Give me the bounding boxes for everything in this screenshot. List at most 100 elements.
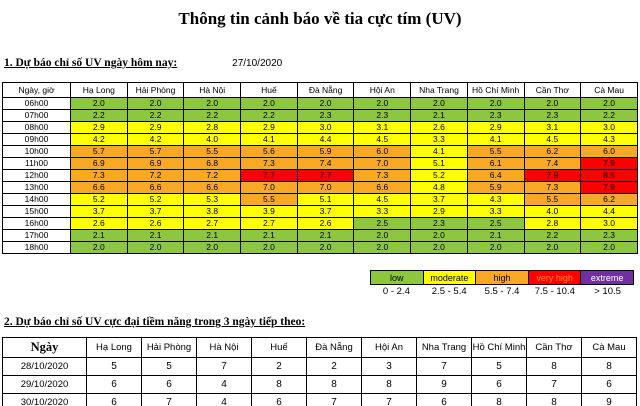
city-header: Đà Nẵng [296,82,355,98]
city-header: Đà Nẵng [306,337,362,358]
max-value-cell: 8 [526,357,582,376]
uv-value-cell: 4.3 [466,193,525,206]
section1-heading: 1. Dự báo chỉ số UV ngày hôm nay: [4,57,178,69]
uv-value-cell: 6.6 [126,181,185,194]
page-title: Thông tin cảnh báo về tia cực tím (UV) [178,9,462,28]
time-cell: 13h00 [2,181,71,194]
uv-value-cell: 2.9 [240,121,298,134]
section2-heading-line: 2. Dự báo chỉ số UV cực đại tiềm năng tr… [4,312,640,328]
uv-value-cell: 6.6 [183,181,242,194]
max-header-row: Ngày Hạ Long Hải Phòng Hà Nội Huế Đà Nẵng Hội … [2,337,637,358]
uv-value-cell: 2.0 [183,97,242,110]
uv-value-cell: 5.3 [183,193,242,206]
uv-value-cell: 2.6 [296,217,355,230]
uv-value-cell: 2.0 [70,97,128,110]
uv-value-cell: 5.2 [70,193,128,206]
uv-value-cell: 2.0 [126,97,185,110]
uv-value-cell: 5.7 [126,145,185,158]
uv-value-cell: 5.5 [466,145,525,158]
uv-row: 18h00 2.0 2.0 2.0 2.0 2.0 2.0 2.0 2.0 2.0 2.0 [2,241,638,254]
uv-value-cell: 2.2 [70,109,128,122]
uv-value-cell: 2.0 [410,241,468,254]
city-header: Huế [251,337,307,358]
time-cell: 10h00 [2,145,71,158]
uv-value-cell: 7.7 [240,169,298,182]
uv-value-cell: 3.8 [183,205,242,218]
max-value-cell: 8 [526,393,582,406]
uv-value-cell: 2.7 [240,217,298,230]
max-value-cell: 7 [526,375,582,394]
uv-value-cell: 6.9 [70,157,128,170]
time-cell: 09h00 [2,133,71,146]
time-cell: 11h00 [2,157,71,170]
uv-value-cell: 4.1 [410,145,468,158]
uv-value-cell: 2.0 [296,97,355,110]
date-cell: 28/10/2020 [2,357,87,376]
uv-value-cell: 2.0 [240,241,298,254]
uv-row: 07h00 2.2 2.2 2.2 2.2 2.3 2.3 2.1 2.3 2.3 2.2 [2,109,638,122]
city-header: Hải Phòng [126,82,185,98]
max-value-cell: 6 [251,393,307,406]
uv-value-cell: 2.3 [466,109,525,122]
uv-value-cell: 5.2 [410,169,468,182]
uv-value-cell: 4.0 [183,133,242,146]
city-header: Hồ Chí Minh [466,82,525,98]
city-header: Hạ Long [70,82,128,98]
uv-value-cell: 2.0 [466,241,525,254]
uv-value-cell: 6.6 [353,181,412,194]
uv-value-cell: 3.7 [70,205,128,218]
uv-value-cell: 2.0 [523,97,582,110]
legend-swatch: very high [528,270,582,285]
uv-value-cell: 2.0 [523,241,582,254]
date-cell: 29/10/2020 [2,375,87,394]
uv-value-cell: 3.3 [353,205,412,218]
time-cell: 15h00 [2,205,71,218]
uv-row: 16h00 2.6 2.6 2.7 2.7 2.6 2.5 2.3 2.5 2.8 3.0 [2,217,638,230]
legend-range-row: 0 - 2.4 2.5 - 5.4 5.5 - 7.4 7.5 - 10.4 > 10.… [370,285,634,299]
uv-row: 06h00 2.0 2.0 2.0 2.0 2.0 2.0 2.0 2.0 2.0 2.0 [2,97,638,110]
city-header: Hội An [361,337,417,358]
uv-value-cell: 4.0 [523,205,582,218]
uv-value-cell: 5.5 [240,193,298,206]
time-cell: 07h00 [2,109,71,122]
uv-value-cell: 7.0 [353,157,412,170]
uv-value-cell: 3.1 [523,121,582,134]
max-value-cell: 5 [141,357,197,376]
max-value-cell: 9 [581,393,637,406]
uv-value-cell: 2.6 [70,217,128,230]
uv-value-cell: 2.3 [353,109,412,122]
max-value-cell: 8 [251,375,307,394]
uv-value-cell: 6.2 [523,145,582,158]
max-value-cell: 6 [471,375,527,394]
uv-value-cell: 2.1 [296,229,355,242]
uv-value-cell: 2.2 [523,229,582,242]
uv-value-cell: 2.0 [410,97,468,110]
uv-row: 15h00 3.7 3.7 3.8 3.9 3.7 3.3 2.9 3.3 4.0 4.4 [2,205,638,218]
max-value-cell: 8 [361,375,417,394]
legend-swatch-row: low moderate high very high extreme [370,270,634,285]
max-row: 28/10/2020 5 5 7 2 2 3 7 5 8 8 [2,357,637,376]
uv-value-cell: 7.3 [70,169,128,182]
max-value-cell: 7 [416,357,472,376]
uv-row: 17h00 2.1 2.1 2.1 2.1 2.1 2.0 2.0 2.1 2.2 2.3 [2,229,638,242]
uv-value-cell: 2.8 [523,217,582,230]
uv-value-cell: 2.1 [70,229,128,242]
uv-value-cell: 2.0 [410,229,468,242]
uv-value-cell: 4.1 [466,133,525,146]
uv-value-cell: 3.1 [353,121,412,134]
city-header: Hạ Long [86,337,142,358]
uv-value-cell: 7.4 [296,157,355,170]
uv-value-cell: 5.1 [410,157,468,170]
uv-row: 11h00 6.9 6.9 6.8 7.3 7.4 7.0 5.1 6.1 7.4 7.9 [2,157,638,170]
max-value-cell: 8 [306,375,362,394]
legend-range: 0 - 2.4 [382,286,410,297]
time-cell: 18h00 [2,241,71,254]
max-value-cell: 6 [86,393,142,406]
legend-range: 2.5 - 5.4 [431,286,467,297]
uv-value-cell: 3.0 [580,121,638,134]
max-value-cell: 4 [196,375,252,394]
city-header: Cần Thơ [526,337,582,358]
city-header: Cần Thơ [523,82,582,98]
city-header: Hội An [353,82,412,98]
